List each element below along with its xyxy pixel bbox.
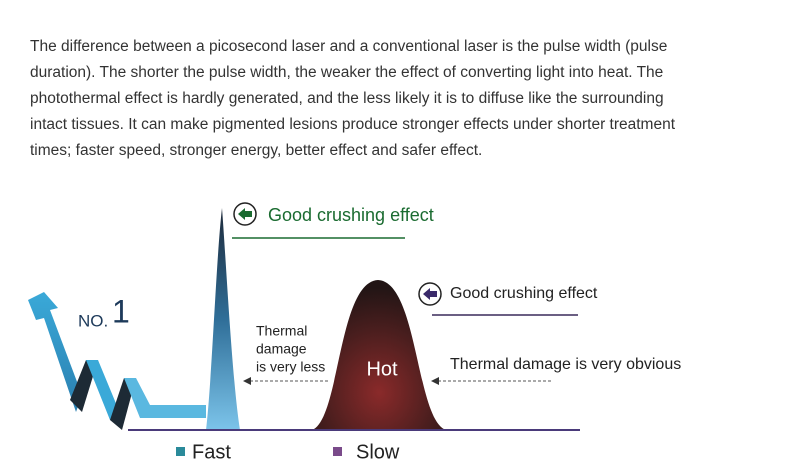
pointer-head xyxy=(243,377,251,385)
rank-prefix: NO. xyxy=(78,311,108,330)
left-note: is very less xyxy=(256,359,325,375)
hump xyxy=(312,280,446,430)
paragraph-line: The difference between a picosecond lase… xyxy=(30,38,668,55)
paragraph-line: intact tissues. It can make pigmented le… xyxy=(30,116,676,133)
hump-center: Hot xyxy=(366,358,398,380)
legend-label: Fast xyxy=(192,441,231,463)
arrow-icon xyxy=(238,208,252,220)
paragraph-line: photothermal effect is hardly generated,… xyxy=(30,90,664,107)
legend-swatch xyxy=(333,447,342,456)
pointer-head xyxy=(431,377,439,385)
paragraph-line: duration). The shorter the pulse width, … xyxy=(30,64,664,81)
paragraph: The difference between a picosecond lase… xyxy=(30,34,770,164)
legend-swatch xyxy=(176,447,185,456)
left-note: Thermal xyxy=(256,323,307,339)
paragraph-line: times; faster speed, stronger energy, be… xyxy=(30,142,483,159)
left-note: damage xyxy=(256,341,307,357)
rank: 1 xyxy=(112,293,130,329)
legend-label: Slow xyxy=(356,441,400,463)
spike xyxy=(206,208,240,430)
hump-label: Good crushing effect xyxy=(450,285,598,302)
peak-label: Good crushing effect xyxy=(268,205,434,225)
arrow-icon xyxy=(423,288,437,300)
rank-arrow xyxy=(28,292,206,430)
right-note: Thermal damage is very obvious xyxy=(450,356,681,373)
